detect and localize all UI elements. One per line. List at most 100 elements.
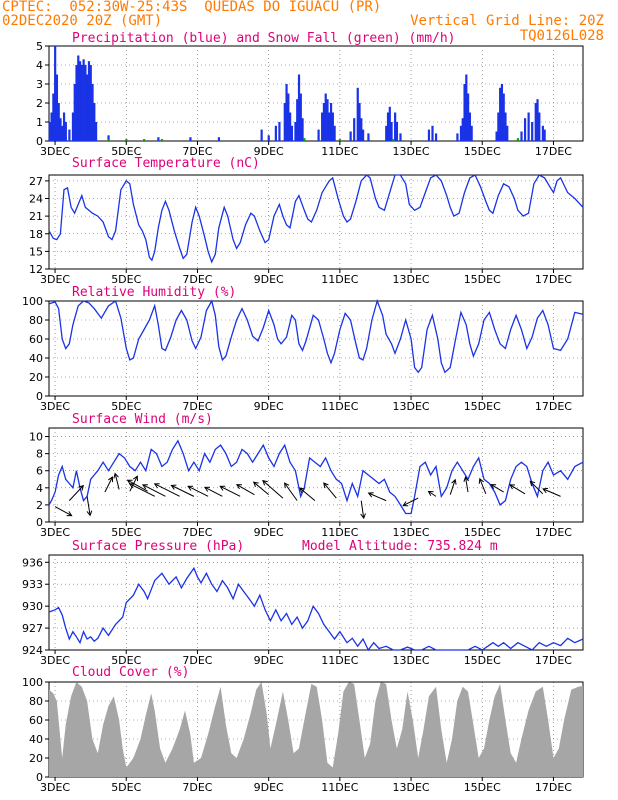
wind-vector-head bbox=[170, 484, 177, 490]
pressure-xtick-label: 11DEC bbox=[321, 654, 358, 667]
precip-bar bbox=[395, 122, 399, 141]
precip-bar bbox=[89, 65, 92, 141]
snow-bar bbox=[303, 138, 306, 141]
wind-vector-head bbox=[542, 487, 549, 494]
cloud-xtick-label: 11DEC bbox=[321, 781, 358, 794]
precip-bar bbox=[107, 135, 110, 141]
pressure-ytick-label: 936 bbox=[22, 556, 43, 569]
humidity-ytick-label: 40 bbox=[29, 352, 43, 365]
precip-bar bbox=[434, 133, 438, 141]
temp-frame bbox=[48, 174, 584, 270]
temp-xtick-label: 11DEC bbox=[321, 273, 358, 286]
cloud-ytick-label: 0 bbox=[36, 771, 43, 784]
precip-bar bbox=[499, 87, 502, 141]
precip-xtick-label: 17DEC bbox=[535, 145, 572, 158]
precip-ytick-label: 3 bbox=[36, 78, 43, 91]
wind-vector-head bbox=[299, 487, 305, 493]
snow-bar bbox=[516, 138, 520, 141]
precip-bar bbox=[75, 65, 78, 141]
humidity-xtick-label: 9DEC bbox=[254, 400, 284, 413]
precip-xtick-label: 15DEC bbox=[464, 145, 501, 158]
precip-bar bbox=[358, 103, 361, 141]
wind-ytick-label: 8 bbox=[36, 448, 43, 461]
cloud-xtick-label: 9DEC bbox=[254, 781, 284, 794]
precip-xtick-label: 5DEC bbox=[111, 145, 141, 158]
precip-bar bbox=[54, 46, 57, 141]
cloud-xtick-label: 17DEC bbox=[535, 781, 572, 794]
pressure-xtick-label: 5DEC bbox=[111, 654, 141, 667]
wind-xtick-label: 15DEC bbox=[464, 526, 501, 539]
precip-bar bbox=[461, 118, 464, 141]
wind-vector-head bbox=[360, 513, 366, 520]
precip-bar bbox=[390, 122, 393, 141]
precip-xtick-label: 13DEC bbox=[392, 145, 429, 158]
temp-ytick-label: 12 bbox=[29, 263, 43, 276]
temp-title: Surface Temperature (nC) bbox=[72, 156, 260, 171]
precip-bar bbox=[543, 129, 546, 141]
precip-bar bbox=[399, 133, 402, 141]
wind-xtick-label: 17DEC bbox=[535, 526, 572, 539]
precip-bar bbox=[217, 137, 221, 141]
precip-bar bbox=[48, 122, 51, 141]
cloud-xtick-label: 7DEC bbox=[182, 781, 212, 794]
precip-bar bbox=[91, 84, 94, 141]
header-model-id: TQ0126L028 bbox=[519, 28, 604, 44]
wind-vector-head bbox=[402, 501, 409, 507]
wind-vector-head bbox=[108, 476, 114, 483]
temp-xtick-label: 9DEC bbox=[254, 273, 284, 286]
wind-vector bbox=[142, 484, 166, 497]
header-grid-note: Vertical Grid Line: 20Z bbox=[410, 13, 604, 29]
wind-ytick-label: 6 bbox=[36, 465, 43, 478]
wind-vector-head bbox=[113, 472, 119, 479]
precip-bar bbox=[329, 103, 333, 141]
snow-bar bbox=[107, 139, 110, 141]
wind-xtick-label: 13DEC bbox=[392, 526, 429, 539]
precip-bar bbox=[506, 125, 509, 141]
precip-bar bbox=[94, 122, 98, 141]
pressure-xtick-label: 3DEC bbox=[40, 654, 70, 667]
temp-xtick-label: 17DEC bbox=[535, 273, 572, 286]
wind-vector bbox=[86, 496, 91, 516]
temp-line bbox=[48, 174, 584, 264]
wind-vector-head bbox=[78, 484, 85, 491]
precip-bar bbox=[465, 74, 468, 141]
precip-bar bbox=[470, 125, 473, 141]
wind-vector bbox=[219, 485, 241, 497]
precip-bar bbox=[394, 112, 397, 141]
wind-vector bbox=[428, 490, 437, 497]
pressure-ytick-label: 927 bbox=[22, 622, 43, 635]
wind-vector bbox=[490, 484, 504, 493]
wind-vector-head bbox=[529, 480, 536, 487]
precip-bar bbox=[57, 103, 60, 141]
temp-ytick-label: 15 bbox=[29, 245, 43, 258]
precip-bar bbox=[299, 93, 302, 141]
wind-xtick-label: 7DEC bbox=[182, 526, 212, 539]
wind-vector bbox=[529, 480, 544, 495]
wind-vector-head bbox=[153, 483, 160, 489]
snow-bar bbox=[392, 139, 395, 141]
humidity-xtick-label: 17DEC bbox=[535, 400, 572, 413]
wind-vector-head bbox=[323, 482, 329, 489]
precip-bar bbox=[427, 129, 431, 141]
cloud-ytick-label: 80 bbox=[29, 695, 43, 708]
precip-bar bbox=[50, 112, 53, 141]
snow-bar bbox=[143, 139, 146, 141]
cloud-ytick-label: 40 bbox=[29, 733, 43, 746]
humidity-title: Relative Humidity (%) bbox=[72, 285, 237, 300]
precip-bar bbox=[73, 84, 76, 141]
wind-vector bbox=[253, 481, 269, 496]
wind-vector bbox=[449, 479, 456, 495]
precip-bar bbox=[520, 131, 523, 141]
wind-ytick-label: 2 bbox=[36, 499, 43, 512]
humidity-ytick-label: 60 bbox=[29, 333, 43, 346]
precip-bar bbox=[78, 61, 82, 142]
wind-vector-head bbox=[463, 476, 469, 482]
precip-bar bbox=[497, 112, 500, 141]
precip-bar bbox=[68, 129, 71, 141]
wind-vector bbox=[368, 492, 387, 502]
wind-vector bbox=[104, 476, 113, 493]
precip-bar bbox=[386, 112, 390, 141]
precip-bar bbox=[541, 125, 544, 141]
wind-vector-head bbox=[262, 479, 268, 486]
precip-bar bbox=[80, 65, 83, 141]
